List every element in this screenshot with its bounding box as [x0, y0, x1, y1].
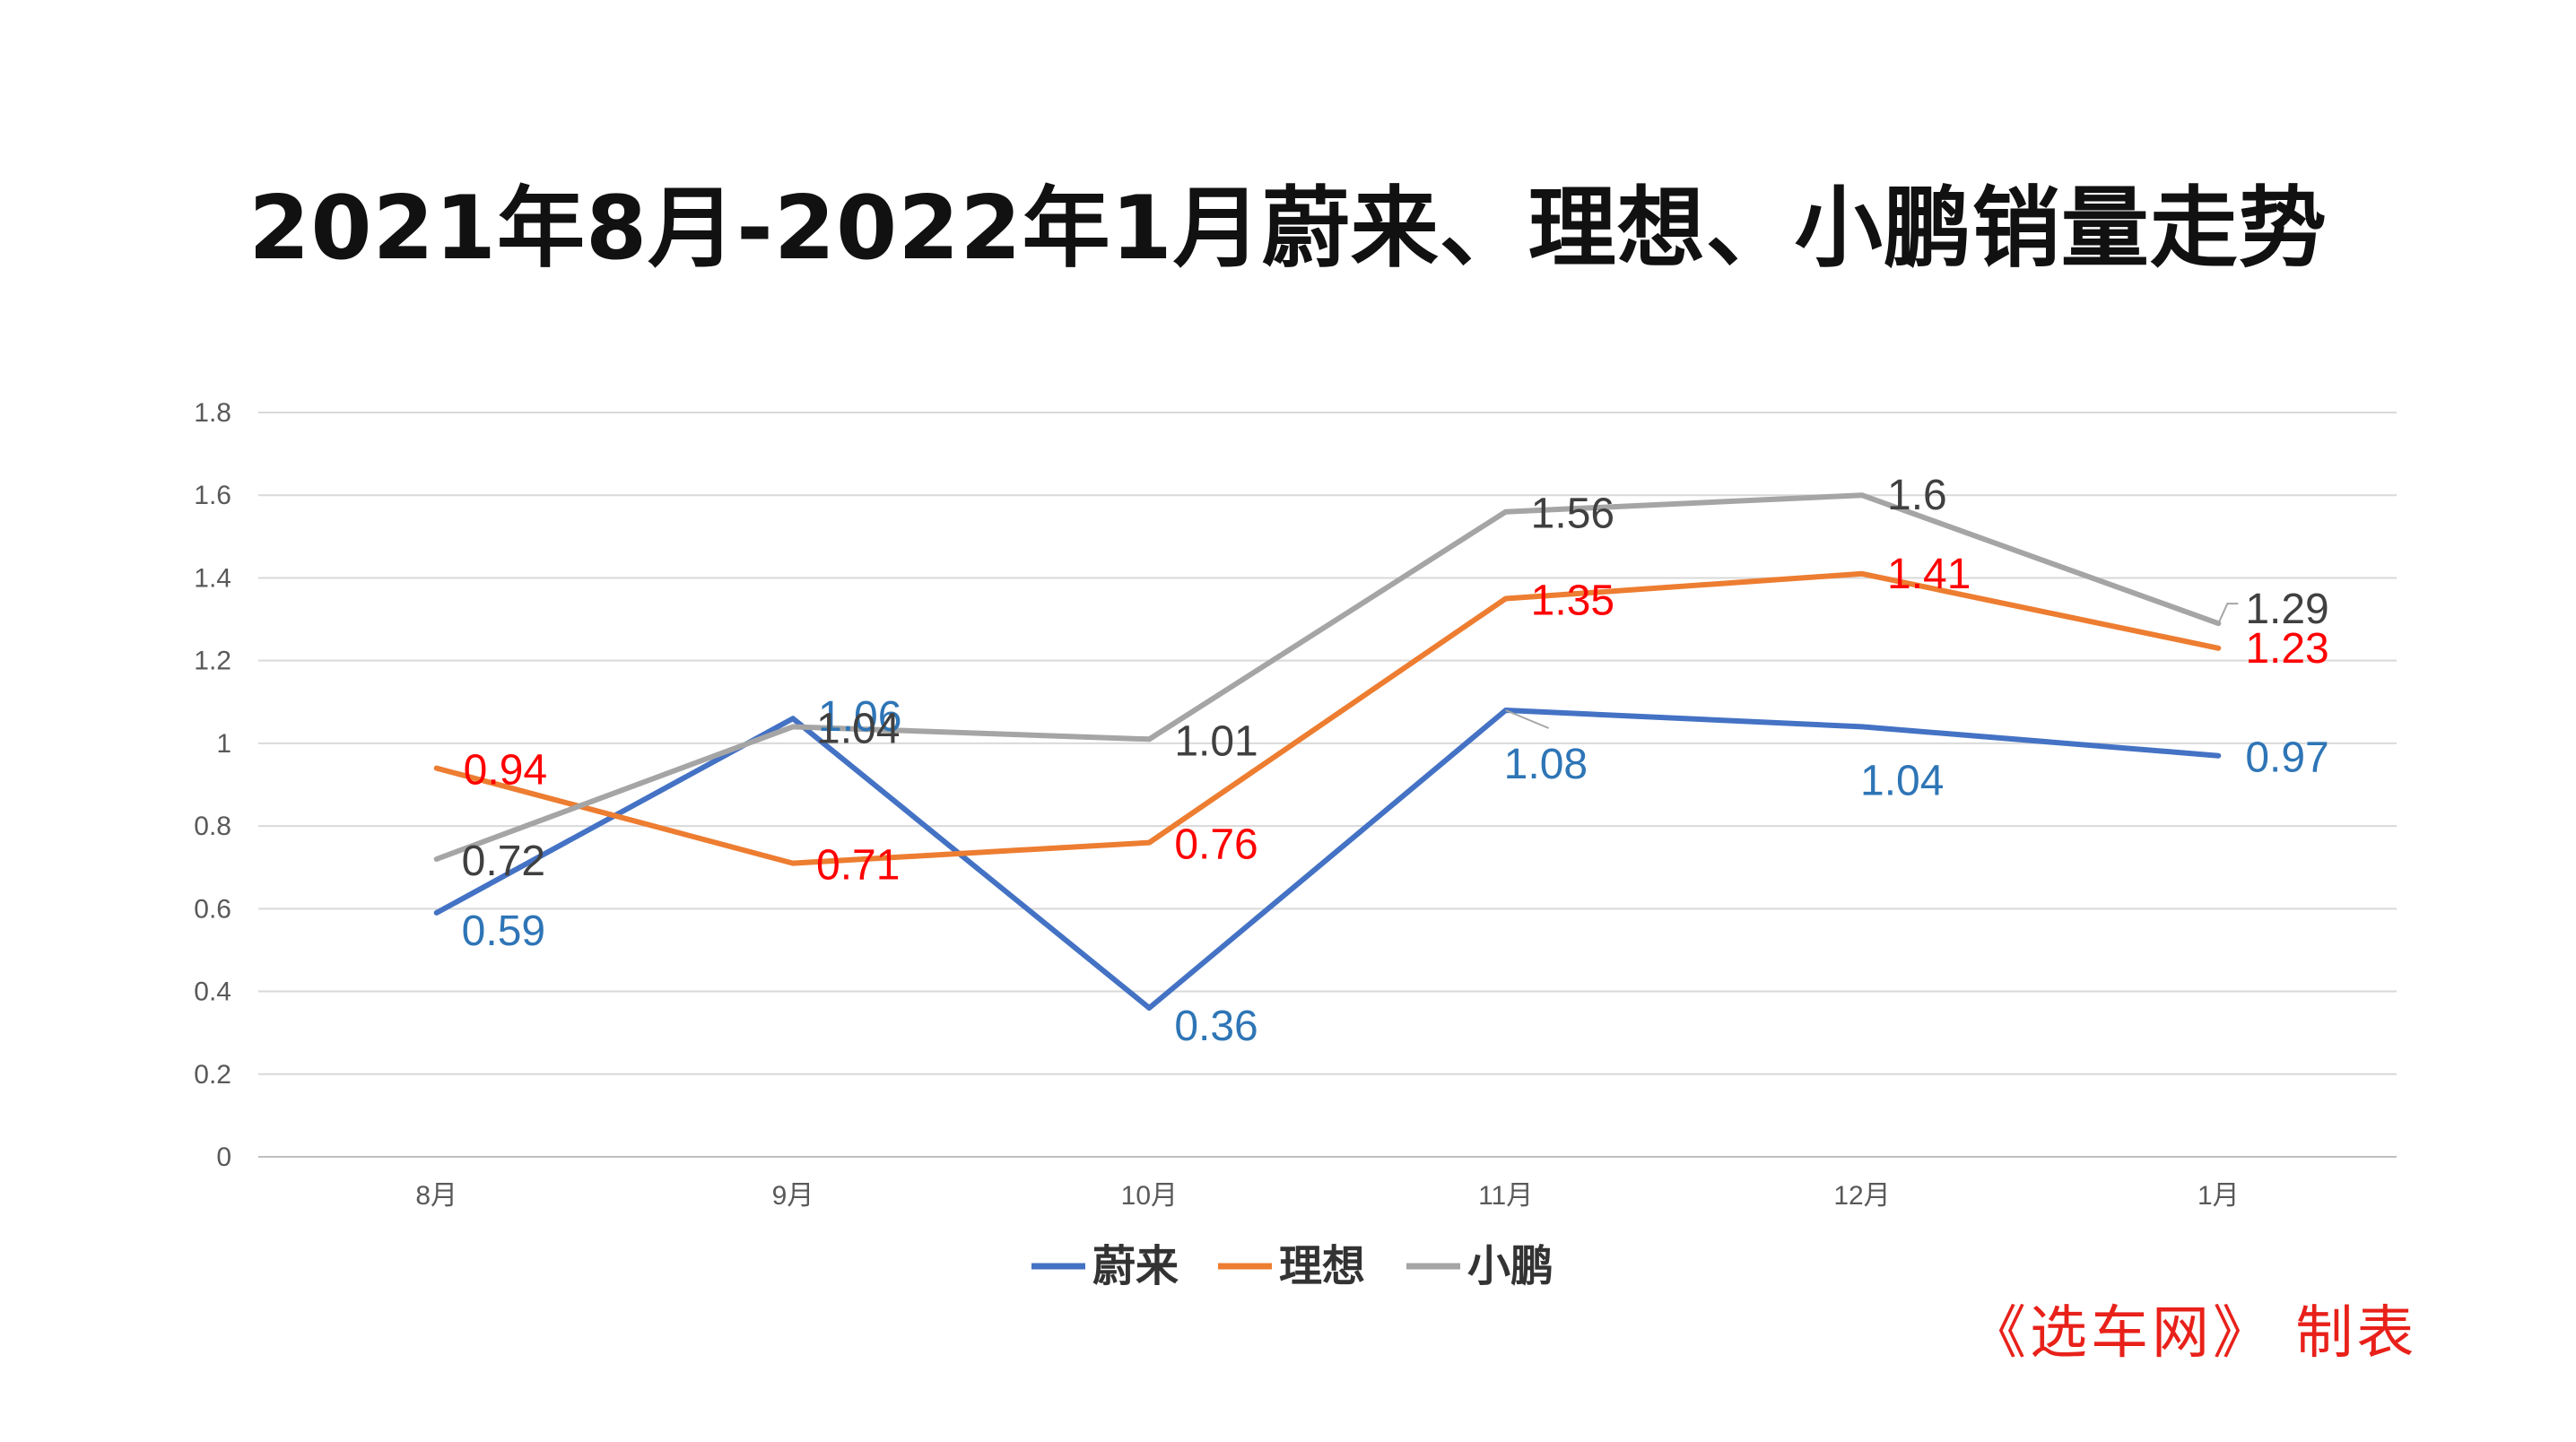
data-label: 0.59 [462, 908, 545, 955]
data-label: 1.56 [1531, 491, 1614, 538]
leader-line [1505, 709, 1550, 729]
y-tick-label: 0 [216, 1142, 231, 1172]
data-label: 1.04 [1860, 757, 1944, 804]
data-label: 1.6 [1887, 472, 1947, 519]
legend-label: 蔚来 [1092, 1241, 1179, 1291]
y-tick-label: 1 [216, 729, 231, 759]
x-axis-ticks: 8月 9月 10月 11月 12月 1月 [415, 1181, 2239, 1211]
x-tick-label: 10月 [1121, 1181, 1178, 1211]
y-tick-label: 0.8 [194, 812, 231, 841]
data-label: 0.72 [462, 838, 545, 885]
y-tick-label: 1.8 [194, 398, 231, 428]
y-tick-label: 1.6 [194, 481, 231, 510]
leader-line [2217, 603, 2239, 624]
data-label: 0.76 [1174, 821, 1258, 869]
x-tick-label: 11月 [1478, 1181, 1533, 1211]
legend-item-小鹏: 小鹏 [1406, 1241, 1553, 1291]
y-axis-ticks: 0 0.2 0.4 0.6 0.8 1 1.2 1.4 1.6 1.8 [194, 398, 231, 1172]
data-label: 1.35 [1531, 578, 1614, 625]
data-label: 0.94 [464, 747, 547, 795]
data-label: 1.01 [1174, 717, 1258, 765]
data-label: 0.71 [816, 842, 900, 890]
legend-item-蔚来: 蔚来 [1031, 1241, 1179, 1291]
credit-text: 《选车网》 制表 [1969, 1300, 2418, 1367]
legend-label: 理想 [1279, 1241, 1365, 1291]
x-tick-label: 12月 [1833, 1181, 1890, 1211]
data-label: 1.29 [2245, 586, 2328, 633]
y-tick-label: 0.2 [194, 1060, 231, 1090]
chart-title: 2021年8月-2022年1月蔚来、理想、小鹏销量走势 [248, 178, 2328, 280]
series-line-小鹏 [433, 492, 2222, 862]
data-label: 1.04 [816, 705, 900, 752]
gridlines [258, 412, 2397, 1158]
data-label: 1.06 [818, 693, 901, 741]
legend-label: 小鹏 [1467, 1241, 1553, 1291]
y-tick-label: 0.4 [194, 977, 231, 1007]
data-label: 1.08 [1504, 741, 1588, 788]
data-label: 1.41 [1887, 551, 1971, 598]
y-tick-label: 0.6 [194, 894, 231, 924]
series-line-理想 [433, 570, 2222, 866]
data-label: 1.23 [2245, 625, 2328, 673]
series-lines [433, 492, 2222, 1011]
data-label: 0.97 [2245, 734, 2328, 782]
legend-item-理想: 理想 [1218, 1241, 1365, 1291]
data-label: 0.36 [1174, 1003, 1258, 1050]
x-tick-label: 1月 [2197, 1181, 2240, 1211]
legend: 蔚来 理想 小鹏 [1031, 1241, 1553, 1291]
x-tick-label: 8月 [415, 1181, 457, 1211]
y-tick-label: 1.2 [194, 647, 231, 676]
data-labels: 0.59 1.06 0.36 1.08 1.04 0.97 0.94 0.71 0.76 1.35… [462, 472, 2329, 1050]
series-line-蔚来 [433, 708, 2222, 1011]
label-leader-lines [1505, 603, 2239, 729]
y-tick-label: 1.4 [194, 563, 231, 593]
x-tick-label: 9月 [772, 1181, 814, 1211]
